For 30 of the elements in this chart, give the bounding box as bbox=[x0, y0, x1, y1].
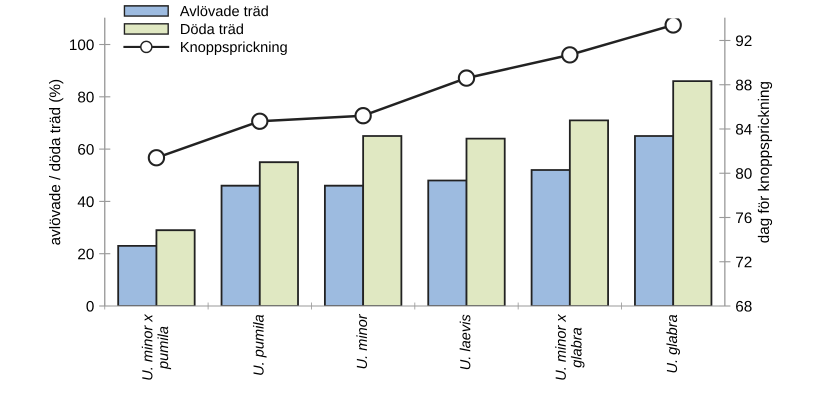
y2-tick-label: 72 bbox=[736, 256, 752, 268]
x-tick-label: U. pumila bbox=[252, 314, 267, 375]
point bbox=[148, 149, 166, 166]
y-tick-label: 40 bbox=[78, 196, 94, 208]
x-tick-label: U. minor bbox=[356, 314, 368, 368]
y-axis-title: avlövade / döda träd (%) bbox=[49, 80, 64, 245]
legend-label: Knoppsprickning bbox=[181, 41, 287, 56]
point bbox=[251, 112, 268, 130]
y-tick-label: 20 bbox=[78, 248, 94, 260]
point bbox=[664, 18, 682, 34]
y-tick-label: 80 bbox=[78, 92, 94, 102]
legend-label: Avlövade träd bbox=[180, 6, 268, 16]
y-tick-label: 0 bbox=[86, 300, 94, 312]
x-tick-label: U. glabra bbox=[666, 314, 680, 372]
y-tick-label: 100 bbox=[70, 39, 94, 50]
y2-tick-label: 88 bbox=[736, 80, 752, 90]
y2-axis-title: dag för knoppsprickning bbox=[758, 82, 772, 243]
y-tick-label: 60 bbox=[78, 144, 94, 155]
y2-tick-label: 80 bbox=[736, 168, 752, 179]
point bbox=[354, 107, 372, 124]
x-tick-label: U. laevis bbox=[460, 314, 470, 370]
y2-tick-label: 76 bbox=[736, 212, 752, 224]
x-tick-label: U. minor x glabra bbox=[555, 314, 584, 380]
point bbox=[561, 46, 579, 64]
x-tick-label: U. minor x pumila bbox=[142, 314, 172, 380]
y2-tick-label: 68 bbox=[736, 300, 752, 312]
y2-tick-label: 92 bbox=[736, 35, 752, 46]
y2-tick-label: 84 bbox=[736, 124, 752, 135]
legend-label: Döda träd bbox=[181, 23, 243, 34]
point bbox=[458, 69, 476, 87]
